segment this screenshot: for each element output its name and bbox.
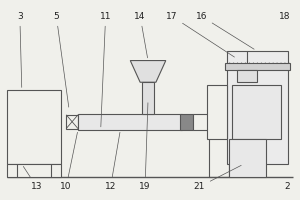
Text: 12: 12 xyxy=(105,132,120,191)
Text: 19: 19 xyxy=(139,103,151,191)
Text: 18: 18 xyxy=(278,12,290,21)
Bar xyxy=(78,114,182,130)
Text: 11: 11 xyxy=(100,12,111,127)
Bar xyxy=(225,63,290,70)
Text: 2: 2 xyxy=(284,182,290,191)
Text: 17: 17 xyxy=(166,12,235,57)
Bar xyxy=(229,139,266,177)
Bar xyxy=(7,164,61,177)
Text: 3: 3 xyxy=(17,12,23,87)
Bar xyxy=(66,115,78,129)
Bar xyxy=(232,85,281,139)
Bar xyxy=(207,85,227,139)
Text: 21: 21 xyxy=(194,165,241,191)
Bar xyxy=(237,70,256,82)
Polygon shape xyxy=(130,61,166,82)
Bar xyxy=(142,82,154,114)
Text: 14: 14 xyxy=(134,12,148,58)
Text: 13: 13 xyxy=(23,166,42,191)
Text: 5: 5 xyxy=(53,12,69,107)
Text: 16: 16 xyxy=(196,12,254,49)
Bar xyxy=(227,51,288,164)
Bar xyxy=(180,114,194,130)
Text: 10: 10 xyxy=(60,132,77,191)
Bar xyxy=(7,90,61,164)
